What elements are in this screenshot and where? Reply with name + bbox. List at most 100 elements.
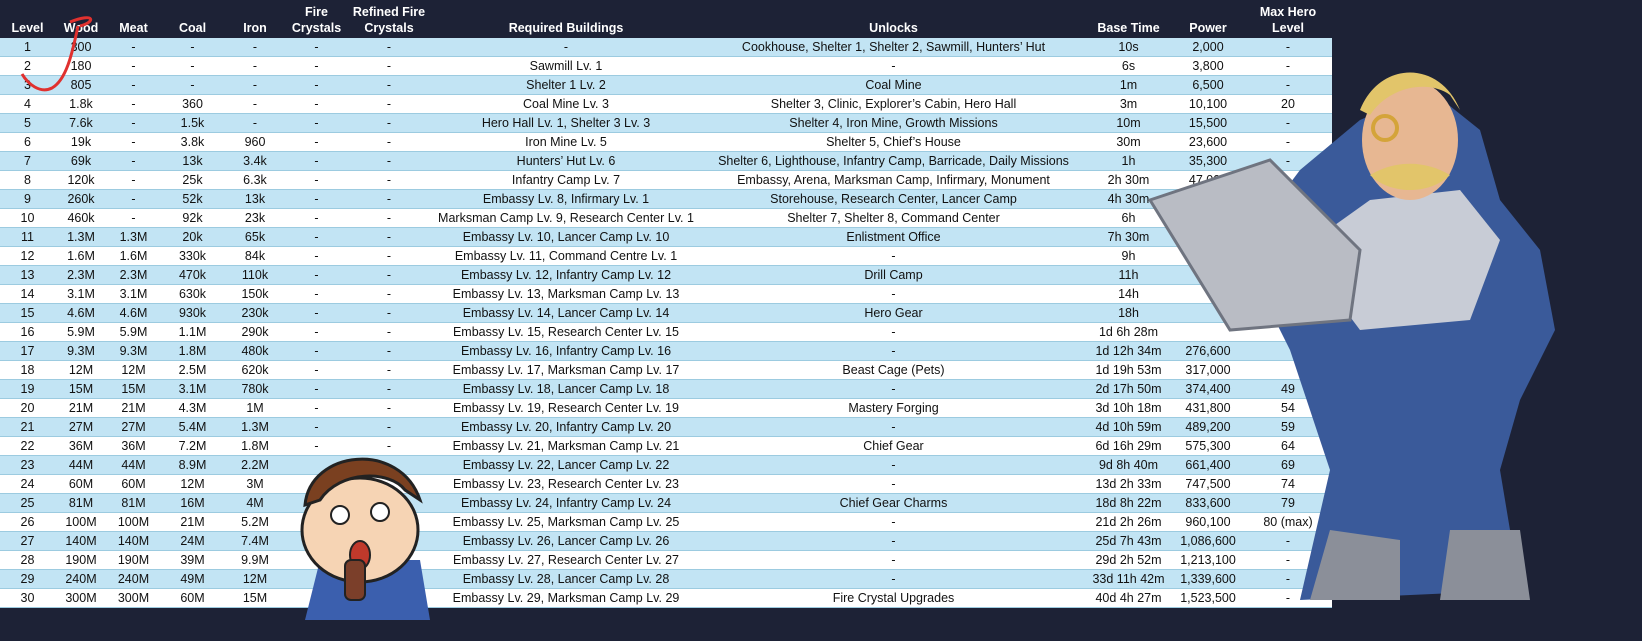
table-cell: 3.8k [160,132,225,152]
table-cell: - [285,75,348,95]
table-cell: 190M [107,550,160,570]
table-cell [1244,303,1332,323]
table-cell [285,531,348,551]
table-cell: Embassy Lv. 8, Infirmary Lv. 1 [430,189,702,209]
table-cell: - [702,569,1085,589]
table-cell: 575,300 [1172,436,1244,456]
table-cell: Chief Gear [702,436,1085,456]
table-cell: Embassy Lv. 29, Marksman Camp Lv. 29 [430,588,702,608]
table-cell [285,474,348,494]
table-cell: - [107,75,160,95]
table-cell: 15M [225,588,285,608]
table-cell: 470k [160,265,225,285]
table-cell: - [1244,588,1332,608]
table-cell: 21 [0,417,55,437]
table-cell [348,569,430,589]
table-row: 2 180- - - - - Sawmill Lv. 1-6s 3,800- [0,56,1332,76]
table-cell: - [285,208,348,228]
table-row: 10 460k -92k 23k - - Marksman Camp Lv. 9, Rese… [0,208,1332,228]
table-row: 11 1.3M 1.3M 20k 65k - - Embassy Lv. 10, Lancer… [0,227,1332,247]
table-cell: 360 [160,94,225,114]
table-cell: - [285,417,348,437]
table-cell: 6s [1085,56,1172,76]
table-cell: 18 [0,360,55,380]
table-cell: Shelter 5, Chief’s House [702,132,1085,152]
table-cell: - [285,132,348,152]
table-cell: 40d 4h 27m [1085,588,1172,608]
table-cell: 5.4M [160,417,225,437]
table-cell: 3M [225,474,285,494]
table-cell [1172,265,1244,285]
table-cell: - [348,56,430,76]
table-cell: 260k [55,189,107,209]
table-cell: Embassy Lv. 26, Lancer Camp Lv. 26 [430,531,702,551]
table-cell: 60M [107,474,160,494]
table-cell: - [348,246,430,266]
table-cell: Mastery Forging [702,398,1085,418]
table-cell: - [285,360,348,380]
table-cell: - [1244,531,1332,551]
table-cell: 6d 16h 29m [1085,436,1172,456]
table-cell: - [348,227,430,247]
table-cell: 21M [160,512,225,532]
table-cell: - [285,113,348,133]
table-cell: - [107,38,160,57]
table-cell: Infantry Camp Lv. 7 [430,170,702,190]
table-cell [1172,227,1244,247]
table-cell: - [285,284,348,304]
column-header: Unlocks [869,21,918,35]
table-cell [285,512,348,532]
table-cell: 1.3M [225,417,285,437]
table-cell: 1.8M [160,341,225,361]
table-cell: 4h 30m [1085,189,1172,209]
table-cell: 74 [1244,474,1332,494]
table-cell: - [702,56,1085,76]
table-cell: 12M [160,474,225,494]
table-cell: - [1244,550,1332,570]
table-cell [1244,341,1332,361]
table-cell: 960,100 [1172,512,1244,532]
table-cell: 833,600 [1172,493,1244,513]
table-cell: 4.6M [55,303,107,323]
table-cell: 110k [225,265,285,285]
table-cell: Cookhouse, Shelter 1, Shelter 2, Sawmill… [702,38,1085,57]
column-header: Level [11,21,44,35]
table-cell: - [348,398,430,418]
table-cell: Embassy Lv. 21, Marksman Camp Lv. 21 [430,436,702,456]
table-cell: - [160,38,225,57]
table-cell: 1,213,100 [1172,550,1244,570]
table-cell: 930k [160,303,225,323]
table-cell: 79 [1244,493,1332,513]
table-cell: - [285,322,348,342]
table-cell [1172,284,1244,304]
table-cell: 16 [0,322,55,342]
table-cell: - [285,398,348,418]
column-header: Base Time [1097,21,1160,35]
table-cell: - [348,322,430,342]
table-row: 23 44M 44M 8.9M 2.2M Embassy Lv. 22, Lancer C… [0,455,1332,475]
table-cell: 18h [1085,303,1172,323]
table-cell: 10m [1085,113,1172,133]
table-cell: 330k [160,246,225,266]
table-cell: - [348,113,430,133]
table-cell: - [348,303,430,323]
table-cell: 374,400 [1172,379,1244,399]
table-cell: 54 [1244,398,1332,418]
table-cell: - [1244,75,1332,95]
table-cell: Coal Mine [702,75,1085,95]
table-cell: 33d 11h 42m [1085,569,1172,589]
table-cell: - [348,284,430,304]
table-cell [1244,227,1332,247]
table-cell: - [348,360,430,380]
table-cell: 100M [55,512,107,532]
table-cell [348,588,430,608]
table-cell: 480k [225,341,285,361]
table-row: 4 1.8k -360- - - Coal Mine Lv. 3 Shelter 3, Cl… [0,94,1332,114]
table-cell: 2d 17h 50m [1085,379,1172,399]
table-cell: 2.5M [160,360,225,380]
table-cell: 13k [225,189,285,209]
table-cell: 12M [55,360,107,380]
table-cell: Shelter 1 Lv. 2 [430,75,702,95]
table-cell: 240M [107,569,160,589]
table-cell: 35,300 [1172,151,1244,171]
